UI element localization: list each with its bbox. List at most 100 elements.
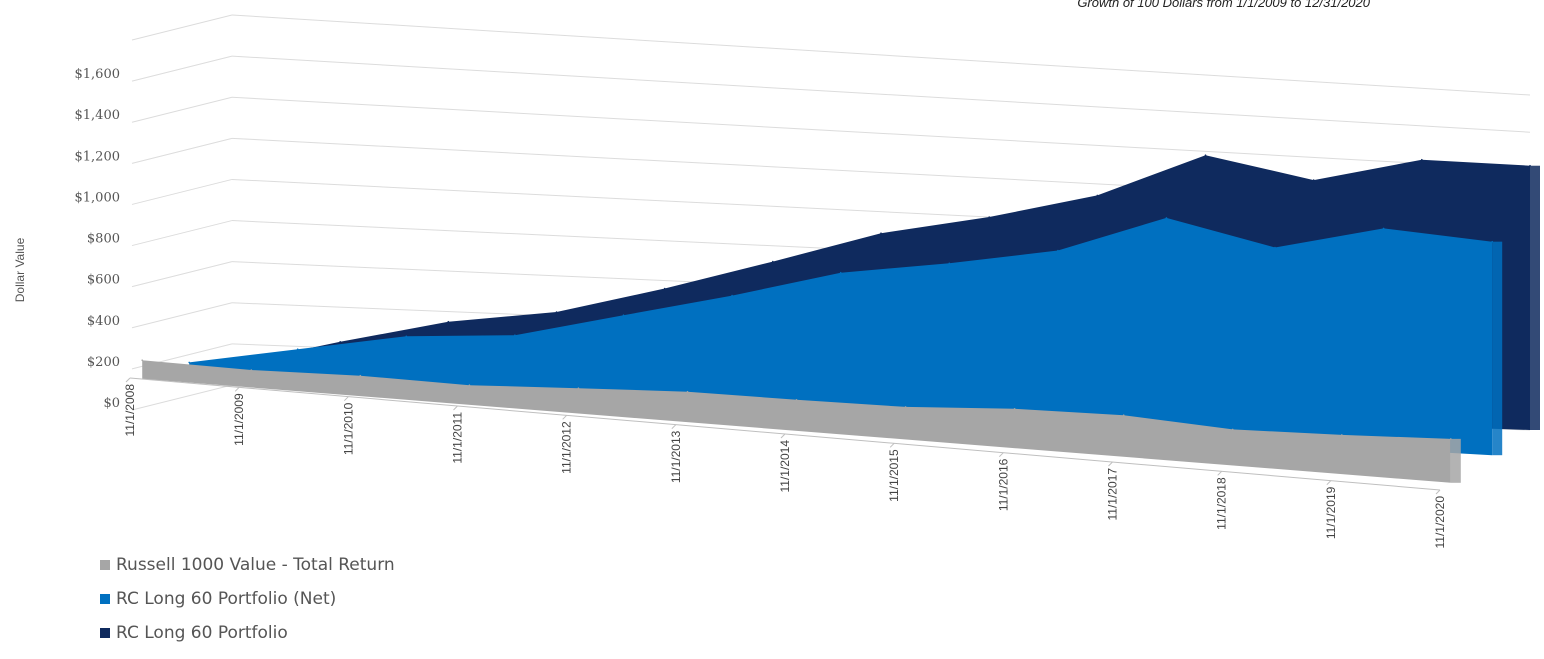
data-point [731, 294, 733, 297]
series-side-face [1530, 165, 1540, 430]
gridline-side [131, 96, 233, 123]
data-point [555, 311, 558, 313]
legend-label-rc-net: RC Long 60 Portfolio (Net) [116, 589, 337, 609]
x-tick [1217, 470, 1223, 476]
data-point [468, 384, 471, 387]
y-tick-label: $400 [87, 314, 120, 329]
y-tick-label: $800 [87, 232, 120, 247]
legend-item-rc: RC Long 60 Portfolio [100, 616, 395, 650]
gridline-side [131, 14, 233, 41]
legend-label-rc: RC Long 60 Portfolio [116, 623, 288, 643]
x-tick [125, 377, 131, 383]
data-point [188, 361, 190, 364]
data-point [1312, 179, 1315, 181]
data-point [359, 374, 362, 377]
data-point [1122, 414, 1125, 417]
x-tick [343, 396, 349, 402]
gridline-side [131, 220, 233, 247]
x-tick [1326, 480, 1332, 486]
legend-item-rc-net: RC Long 60 Portfolio (Net) [100, 582, 395, 616]
x-tick-label: 11/1/2010 [341, 402, 355, 455]
gridline-side [131, 55, 233, 82]
y-tick-label: $1,600 [75, 67, 121, 82]
x-tick-label: 11/1/2012 [560, 421, 574, 474]
gridline-side [131, 384, 233, 411]
x-tick-label: 11/1/2016 [996, 458, 1010, 511]
x-tick-label: 11/1/2013 [669, 430, 683, 483]
data-point [339, 341, 342, 343]
data-point [405, 335, 408, 338]
x-tick [1435, 489, 1441, 495]
gridline [231, 55, 1531, 133]
data-point [1165, 217, 1168, 219]
series-side-face [1492, 241, 1503, 456]
x-tick-label: 11/1/2009 [232, 393, 246, 446]
legend-item-russell: Russell 1000 Value - Total Return [100, 548, 395, 582]
x-tick-labels: 11/1/2008 11/1/2009 11/1/2010 11/1/2011 11/1… [123, 384, 1447, 549]
data-point [514, 334, 516, 337]
series-side-face [1450, 438, 1461, 483]
data-point [447, 320, 450, 323]
x-tick [889, 442, 895, 448]
data-point [772, 260, 774, 263]
data-point [1274, 246, 1276, 249]
x-tick [453, 405, 458, 411]
data-point [1382, 227, 1385, 230]
data-point [1057, 249, 1059, 252]
y-tick-label: $0 [103, 396, 120, 411]
y-tick-labels: $0 $200 $400 $600 $800 $1,000 $1,200 $1,400 $1,6… [75, 67, 121, 411]
x-tick-label: 11/1/2018 [1215, 477, 1229, 530]
y-tick-label: $200 [87, 355, 120, 370]
y-tick-label: $600 [87, 273, 120, 288]
x-tick-label: 11/1/2014 [778, 440, 792, 493]
x-tick [234, 386, 240, 392]
x-tick-label: 11/1/2015 [887, 449, 901, 502]
data-point [948, 262, 951, 265]
data-point [795, 399, 798, 401]
y-tick-label: $1,400 [75, 108, 121, 123]
gridline-side [131, 302, 233, 329]
gridline [231, 96, 1531, 170]
legend-swatch-rc [100, 628, 110, 638]
x-tick-label: 11/1/2019 [1324, 486, 1338, 539]
gridline-side [131, 137, 233, 164]
chart-title: Growth of 100 Dollars from 1/1/2009 to 1… [1077, 0, 1370, 10]
gridline [231, 14, 1531, 96]
x-tick-label: 11/1/2011 [451, 412, 465, 464]
x-tick-label: 11/1/2020 [1433, 496, 1447, 549]
data-point [839, 271, 842, 274]
legend-swatch-russell [100, 560, 110, 570]
gridline-side [131, 178, 233, 205]
x-axis [125, 377, 1441, 495]
data-point [686, 390, 689, 393]
y-tick-label: $1,000 [75, 190, 121, 205]
data-point [141, 359, 143, 362]
series-area-0 [142, 360, 1451, 483]
x-tick [1108, 461, 1113, 467]
legend-swatch-rc-net [100, 594, 110, 604]
data-point [988, 216, 990, 218]
data-point [250, 369, 253, 371]
data-point [1341, 434, 1343, 436]
x-tick [562, 414, 568, 420]
data-point [1096, 194, 1099, 197]
data-point [577, 387, 580, 390]
y-tick-label: $1,200 [75, 149, 121, 164]
legend-label-russell: Russell 1000 Value - Total Return [116, 555, 395, 575]
legend: Russell 1000 Value - Total Return RC Lon… [100, 548, 395, 650]
data-point [1204, 154, 1207, 156]
data-point [904, 406, 907, 408]
x-tick [998, 452, 1004, 458]
x-tick [780, 433, 786, 439]
y-axis-label: Dollar Value [13, 237, 27, 302]
x-tick-label: 11/1/2017 [1106, 468, 1120, 521]
data-point [663, 287, 666, 290]
data-point [622, 314, 625, 317]
data-point [1231, 428, 1234, 431]
data-point [1013, 408, 1016, 410]
x-tick-label: 11/1/2008 [123, 384, 137, 437]
data-point [296, 348, 299, 351]
gridline-side [131, 261, 233, 288]
data-point [880, 232, 882, 234]
